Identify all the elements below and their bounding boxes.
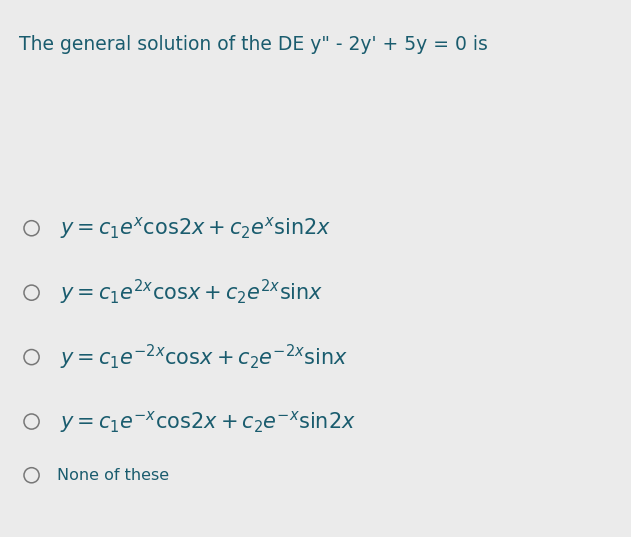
Text: $y = c_1e^{x}\mathrm{cos}2x + c_2e^{x}\mathrm{sin}2x$: $y = c_1e^{x}\mathrm{cos}2x + c_2e^{x}\m… xyxy=(60,215,331,241)
Text: None of these: None of these xyxy=(57,468,169,483)
Text: $y = c_1e^{2x}\mathrm{cos}x + c_2e^{2x}\mathrm{sin}x$: $y = c_1e^{2x}\mathrm{cos}x + c_2e^{2x}\… xyxy=(60,278,324,307)
Text: The general solution of the DE y" - 2y' + 5y = 0 is: The general solution of the DE y" - 2y' … xyxy=(19,35,488,54)
Text: $y = c_1e^{-x}\mathrm{cos}2x + c_2e^{-x}\mathrm{sin}2x$: $y = c_1e^{-x}\mathrm{cos}2x + c_2e^{-x}… xyxy=(60,409,356,434)
Text: $y = c_1e^{-2x}\mathrm{cos}x + c_2e^{-2x}\mathrm{sin}x$: $y = c_1e^{-2x}\mathrm{cos}x + c_2e^{-2x… xyxy=(60,343,348,372)
